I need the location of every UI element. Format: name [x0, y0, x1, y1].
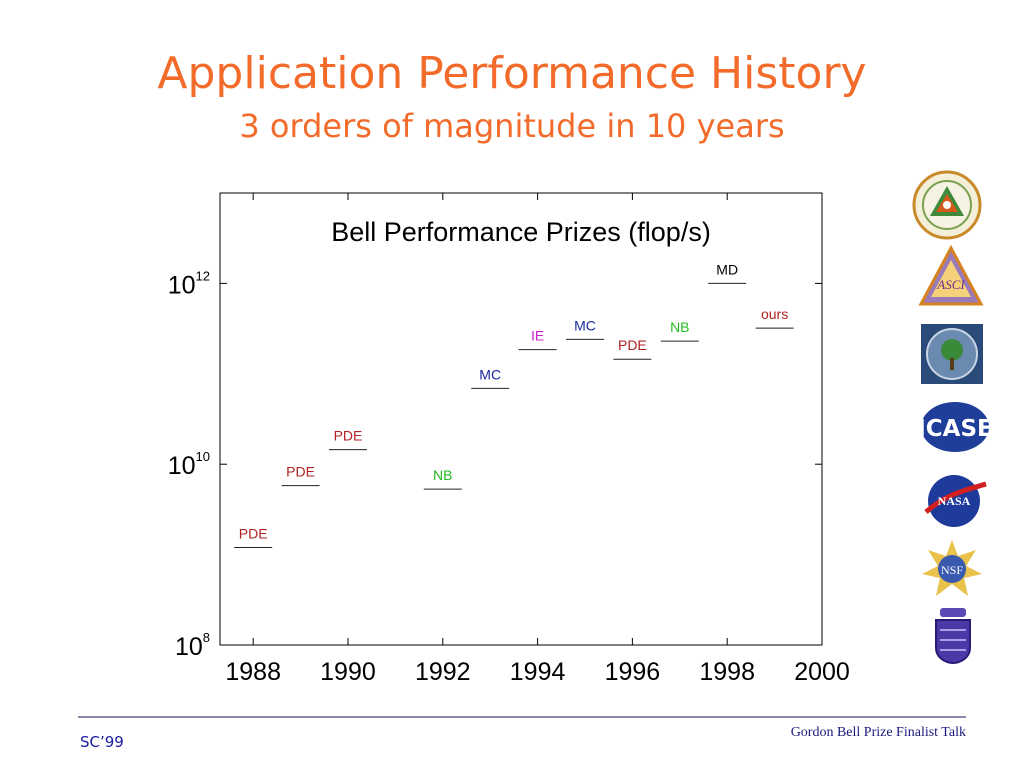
nsf-logo-icon: NSF	[922, 540, 982, 596]
bell-prize-chart: 1988 1990 1992 1994 1996 1998 200010810101012 …	[168, 192, 850, 686]
prize-label: MD	[716, 261, 738, 277]
footer-talk-title: Gordon Bell Prize Finalist Talk	[790, 725, 966, 740]
footer-divider	[78, 716, 966, 718]
prize-label: NB	[670, 319, 689, 335]
svg-text:ASCI: ASCI	[936, 277, 965, 292]
prize-label: MC	[479, 366, 501, 382]
svg-text:NSF: NSF	[941, 563, 963, 577]
y-tick-label: 1012	[168, 268, 210, 299]
x-tick-label: 1990	[320, 658, 376, 686]
slide-subtitle: 3 orders of magnitude in 10 years	[239, 107, 785, 145]
crest-icon	[935, 608, 971, 664]
prize-label: NB	[433, 467, 452, 483]
prize-label: PDE	[286, 464, 315, 480]
prize-label: MC	[574, 317, 596, 333]
icase-logo-icon: ICASE	[920, 402, 990, 452]
prize-label: PDE	[334, 428, 363, 444]
x-tick-label: 2000	[794, 658, 850, 686]
doe-seal-icon	[921, 324, 983, 384]
asci-triangle-icon: ASCI	[918, 245, 984, 306]
svg-text:NASA: NASA	[938, 494, 971, 508]
svg-text:ICASE: ICASE	[920, 416, 990, 442]
plot-area	[219, 192, 823, 646]
slide-title: Application Performance History	[157, 48, 867, 99]
chart-title: Bell Performance Prizes (flop/s)	[331, 217, 711, 247]
footer-conference: SC’99	[80, 733, 124, 751]
x-tick-label: 1992	[415, 658, 471, 686]
x-tick-label: 1994	[510, 658, 566, 686]
x-tick-label: 1998	[699, 658, 755, 686]
prize-label: ours	[761, 306, 788, 322]
x-tick-label: 1988	[225, 658, 281, 686]
nasa-logo-icon: NASA	[924, 475, 987, 527]
prize-label: PDE	[239, 525, 268, 541]
x-tick-label: 1996	[605, 658, 661, 686]
y-tick-label: 108	[175, 630, 210, 661]
y-tick-label: 1010	[168, 449, 210, 480]
prize-label: IE	[531, 328, 544, 344]
argonne-seal-icon	[912, 170, 982, 240]
prize-label: PDE	[618, 337, 647, 353]
